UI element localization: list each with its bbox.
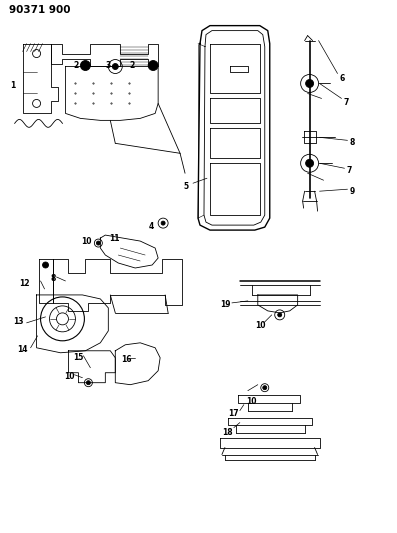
Text: 10: 10 (256, 321, 266, 330)
Text: 8: 8 (350, 138, 355, 147)
Text: 3: 3 (106, 61, 111, 70)
Text: 7: 7 (344, 98, 349, 107)
Text: 8: 8 (51, 274, 56, 284)
Circle shape (96, 241, 100, 245)
Circle shape (112, 63, 118, 69)
Text: 12: 12 (19, 279, 30, 288)
Text: 1: 1 (10, 81, 15, 90)
Text: 10: 10 (247, 397, 257, 406)
Text: 17: 17 (229, 409, 239, 418)
Circle shape (42, 262, 48, 268)
Circle shape (87, 381, 91, 385)
Text: 14: 14 (17, 345, 28, 354)
Text: 11: 11 (109, 233, 119, 243)
Text: 10: 10 (81, 237, 92, 246)
Text: 2: 2 (74, 61, 79, 70)
Text: 10: 10 (64, 372, 75, 381)
Circle shape (148, 61, 158, 70)
Text: 6: 6 (340, 74, 345, 83)
Text: 4: 4 (148, 222, 154, 231)
Text: 5: 5 (183, 182, 189, 191)
Text: 9: 9 (350, 187, 355, 196)
Text: 15: 15 (73, 353, 84, 362)
Circle shape (278, 313, 282, 317)
Circle shape (306, 79, 314, 87)
Text: 16: 16 (121, 356, 131, 364)
Text: 2: 2 (129, 61, 135, 70)
Text: 19: 19 (221, 301, 231, 309)
Circle shape (161, 221, 165, 225)
Text: 90371 900: 90371 900 (9, 5, 70, 15)
Circle shape (306, 159, 314, 167)
Circle shape (81, 61, 91, 70)
Text: 13: 13 (13, 317, 24, 326)
Text: 7: 7 (347, 166, 352, 175)
Circle shape (263, 386, 267, 390)
Text: 18: 18 (223, 428, 233, 437)
